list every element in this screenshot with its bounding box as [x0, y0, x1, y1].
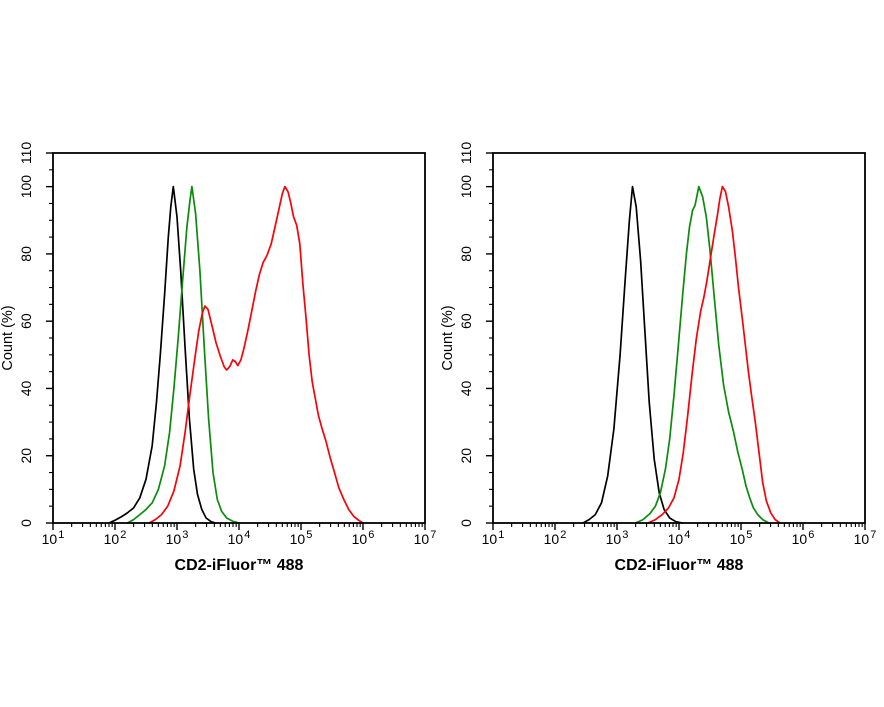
y-axis-tick-label: 110 — [18, 142, 34, 165]
y-axis-tick-label: 60 — [458, 313, 474, 329]
flow-histogram-panel-left: 101 102 103 104 105 106 107 0 20 40 60 80 100 110 Coun… — [0, 142, 436, 574]
histogram-red-curve — [148, 185, 364, 524]
histogram-black-curve — [582, 185, 683, 524]
y-axis-title: Count (%) — [440, 305, 456, 370]
y-axis-tick-label: 80 — [18, 246, 34, 262]
x-axis-title: CD2-iFluor™ 488 — [615, 557, 744, 574]
plot-frame — [492, 152, 866, 524]
histogram-green-curve — [634, 185, 770, 524]
x-axis-tick-label: 104 — [228, 529, 251, 547]
histogram-black-curve — [107, 185, 217, 524]
x-axis-tick-label: 102 — [544, 529, 567, 547]
x-axis-tick-label: 101 — [42, 529, 65, 547]
x-axis-tick-label: 106 — [352, 529, 375, 547]
plot-frame — [52, 152, 426, 524]
y-axis-tick-label: 100 — [458, 175, 474, 199]
y-axis-tick-label: 60 — [18, 313, 34, 329]
y-axis-tick-label: 40 — [458, 380, 474, 396]
x-axis-tick-label: 105 — [290, 529, 313, 547]
x-axis-tick-label: 105 — [730, 529, 753, 547]
x-axis-tick-label: 103 — [606, 529, 629, 547]
x-axis-tick-label: 107 — [854, 529, 877, 547]
x-axis-tick-label: 107 — [414, 529, 437, 547]
x-axis-title: CD2-iFluor™ 488 — [175, 557, 304, 574]
x-axis-tick-label: 104 — [668, 529, 691, 547]
x-axis-tick-label: 101 — [482, 529, 505, 547]
y-axis-tick-label: 40 — [18, 380, 34, 396]
x-axis-tick-label: 106 — [792, 529, 815, 547]
flow-histogram-panel-right: 101 102 103 104 105 106 107 0 20 40 60 80 100 110 Coun… — [440, 142, 876, 574]
y-axis-tick-label: 0 — [458, 519, 474, 527]
y-axis-title: Count (%) — [0, 305, 16, 370]
x-axis-tick-label: 103 — [166, 529, 189, 547]
y-axis-tick-label: 20 — [18, 448, 34, 464]
histogram-red-curve — [647, 185, 781, 524]
y-axis-tick-label: 0 — [18, 519, 34, 527]
y-axis-tick-label: 110 — [458, 142, 474, 165]
y-axis-tick-label: 80 — [458, 246, 474, 262]
histogram-green-curve — [126, 185, 240, 524]
x-axis-tick-label: 102 — [104, 529, 127, 547]
y-axis-tick-label: 100 — [18, 175, 34, 199]
y-axis-tick-label: 20 — [458, 448, 474, 464]
